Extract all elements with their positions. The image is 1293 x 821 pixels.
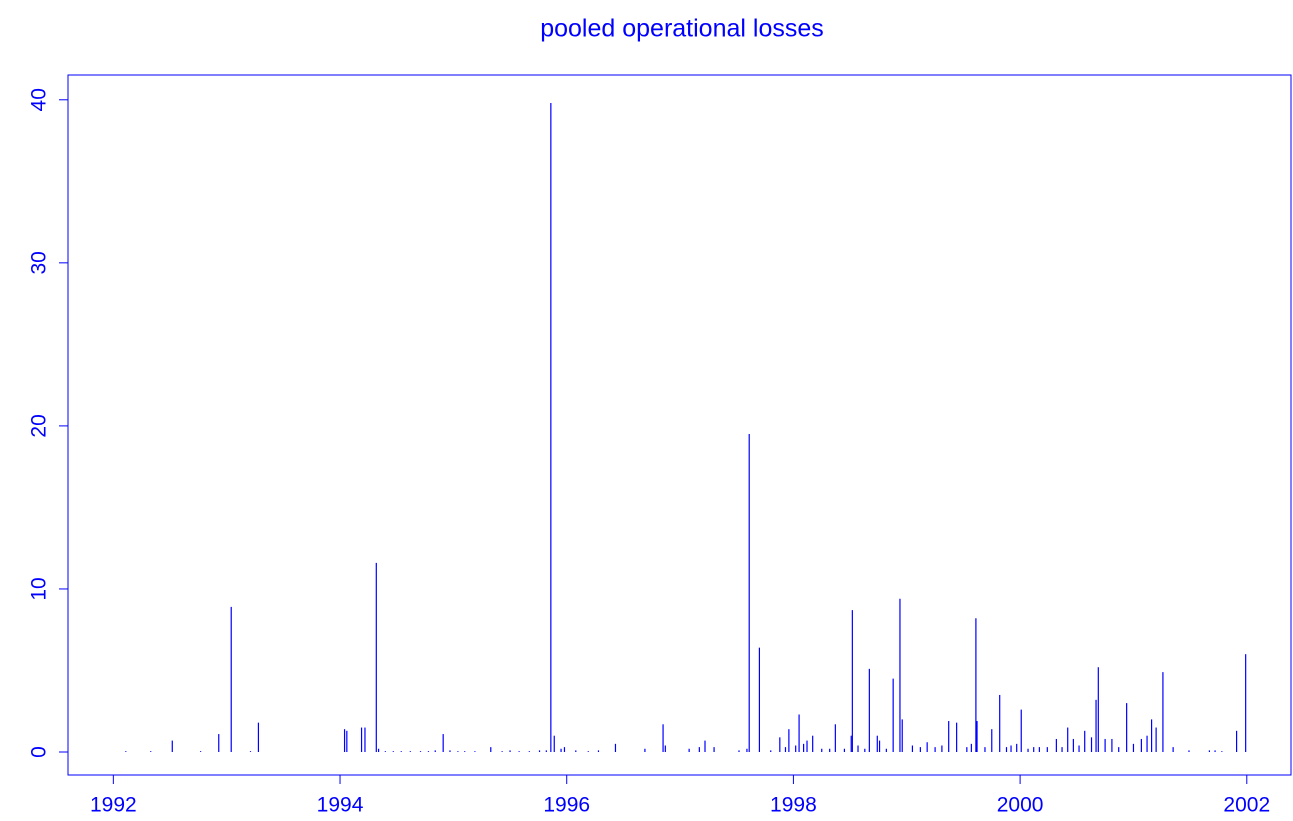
x-tick-label: 1998 [770,794,817,817]
y-tick-label: 0 [28,746,51,758]
plot-frame [67,74,1292,776]
x-tick-label: 1994 [317,794,364,817]
x-tick-label: 1996 [543,794,590,817]
y-tick-label: 30 [28,251,51,274]
x-tick-label: 2000 [997,794,1044,817]
y-tick-label: 40 [28,88,51,111]
x-tick-label: 2002 [1223,794,1270,817]
y-tick-label: 20 [28,414,51,437]
chart-title: pooled operational losses [540,15,824,43]
y-tick-label: 10 [28,577,51,600]
x-tick-label: 1992 [90,794,137,817]
